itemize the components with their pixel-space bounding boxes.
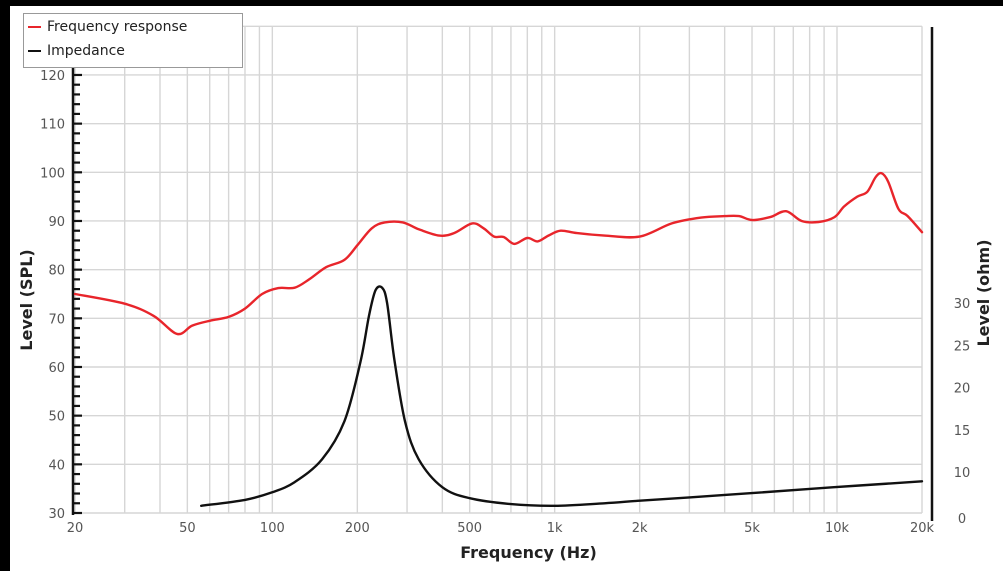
x-tick-label: 20k [910, 521, 935, 536]
y-tick-label: 70 [48, 312, 65, 327]
chart-canvas: 30 40 50 60 70 80 90 100 110 120 0 10 15 20 25 30 20 50 10… [10, 6, 1003, 571]
x-tick-label: 1k [547, 521, 563, 536]
impedance-curve [200, 285, 924, 508]
grid [74, 25, 923, 514]
y-tick-label: 80 [48, 264, 65, 279]
legend-item-frequency-response: Frequency response [28, 19, 187, 35]
left-axis: 30 40 50 60 70 80 90 100 110 120 [40, 54, 82, 522]
y-tick-label: 110 [40, 118, 65, 133]
x-tick-label: 100 [260, 521, 285, 536]
y2-tick-label: 20 [954, 382, 971, 397]
y2-tick-label: 0 [958, 512, 966, 527]
y2-tick-label: 10 [954, 466, 971, 481]
y-tick-label: 60 [48, 361, 65, 376]
legend-swatch-black [28, 50, 41, 52]
y2-tick-label: 25 [954, 339, 971, 354]
x-axis-title: Frequency (Hz) [460, 543, 597, 562]
y2-axis-title: Level (ohm) [974, 239, 993, 346]
y-tick-label: 30 [48, 507, 65, 522]
y2-tick-label: 15 [954, 424, 971, 439]
legend-label: Frequency response [47, 19, 188, 35]
y-tick-label: 90 [48, 215, 65, 230]
x-tick-label: 50 [179, 521, 196, 536]
legend: Frequency response Impedance [23, 13, 243, 68]
x-tick-label: 200 [345, 521, 370, 536]
y-tick-label: 50 [48, 410, 65, 425]
x-tick-label: 5k [744, 521, 760, 536]
right-axis: 0 10 15 20 25 30 [930, 27, 971, 527]
y-tick-label: 40 [48, 458, 65, 473]
y-tick-label: 100 [40, 166, 65, 181]
legend-label: Impedance [47, 43, 125, 59]
y-axis-title: Level (SPL) [17, 249, 36, 350]
x-tick-label: 500 [457, 521, 482, 536]
legend-item-impedance: Impedance [28, 43, 125, 59]
x-axis: 20 50 100 200 500 1k 2k 5k 10k 20k [67, 521, 935, 536]
x-tick-label: 20 [67, 521, 84, 536]
x-tick-label: 10k [825, 521, 850, 536]
y-tick-label: 120 [40, 69, 65, 84]
y2-tick-label: 30 [954, 297, 971, 312]
frequency-response-curve [73, 171, 924, 336]
x-tick-label: 2k [632, 521, 648, 536]
legend-swatch-red [28, 26, 41, 28]
